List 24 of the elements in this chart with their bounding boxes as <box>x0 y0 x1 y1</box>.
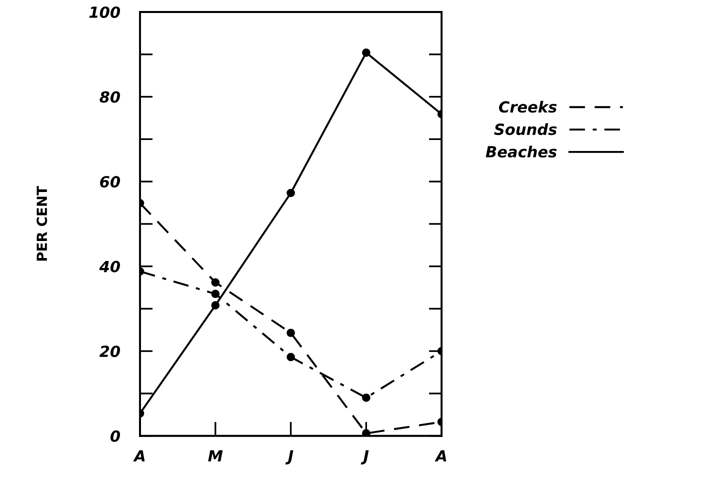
point <box>211 290 220 298</box>
x-tick-label: M <box>208 450 223 462</box>
y-axis-title: PER CENT <box>36 186 48 261</box>
x-tick-label: A <box>133 450 145 462</box>
y-tick-label: 80 <box>100 91 120 103</box>
point <box>362 429 370 436</box>
legend-label: Creeks <box>499 100 557 113</box>
y-tick-label: 100 <box>89 6 120 18</box>
y-tick-label: 0 <box>110 430 120 442</box>
point <box>286 188 295 198</box>
point <box>362 48 370 57</box>
legend-label: Sounds <box>494 123 557 136</box>
x-tick-label: A <box>434 450 446 462</box>
legend-label: Beaches <box>486 146 557 158</box>
y-tick-label: 20 <box>99 346 120 358</box>
point <box>211 278 220 287</box>
x-tick-label: J <box>285 450 294 464</box>
point <box>286 328 295 338</box>
point <box>286 352 295 362</box>
y-tick-label: 40 <box>99 260 120 272</box>
x-tick-label: J <box>360 450 369 464</box>
y-tick-label: 60 <box>100 176 120 188</box>
point <box>211 301 220 310</box>
point <box>362 394 370 402</box>
